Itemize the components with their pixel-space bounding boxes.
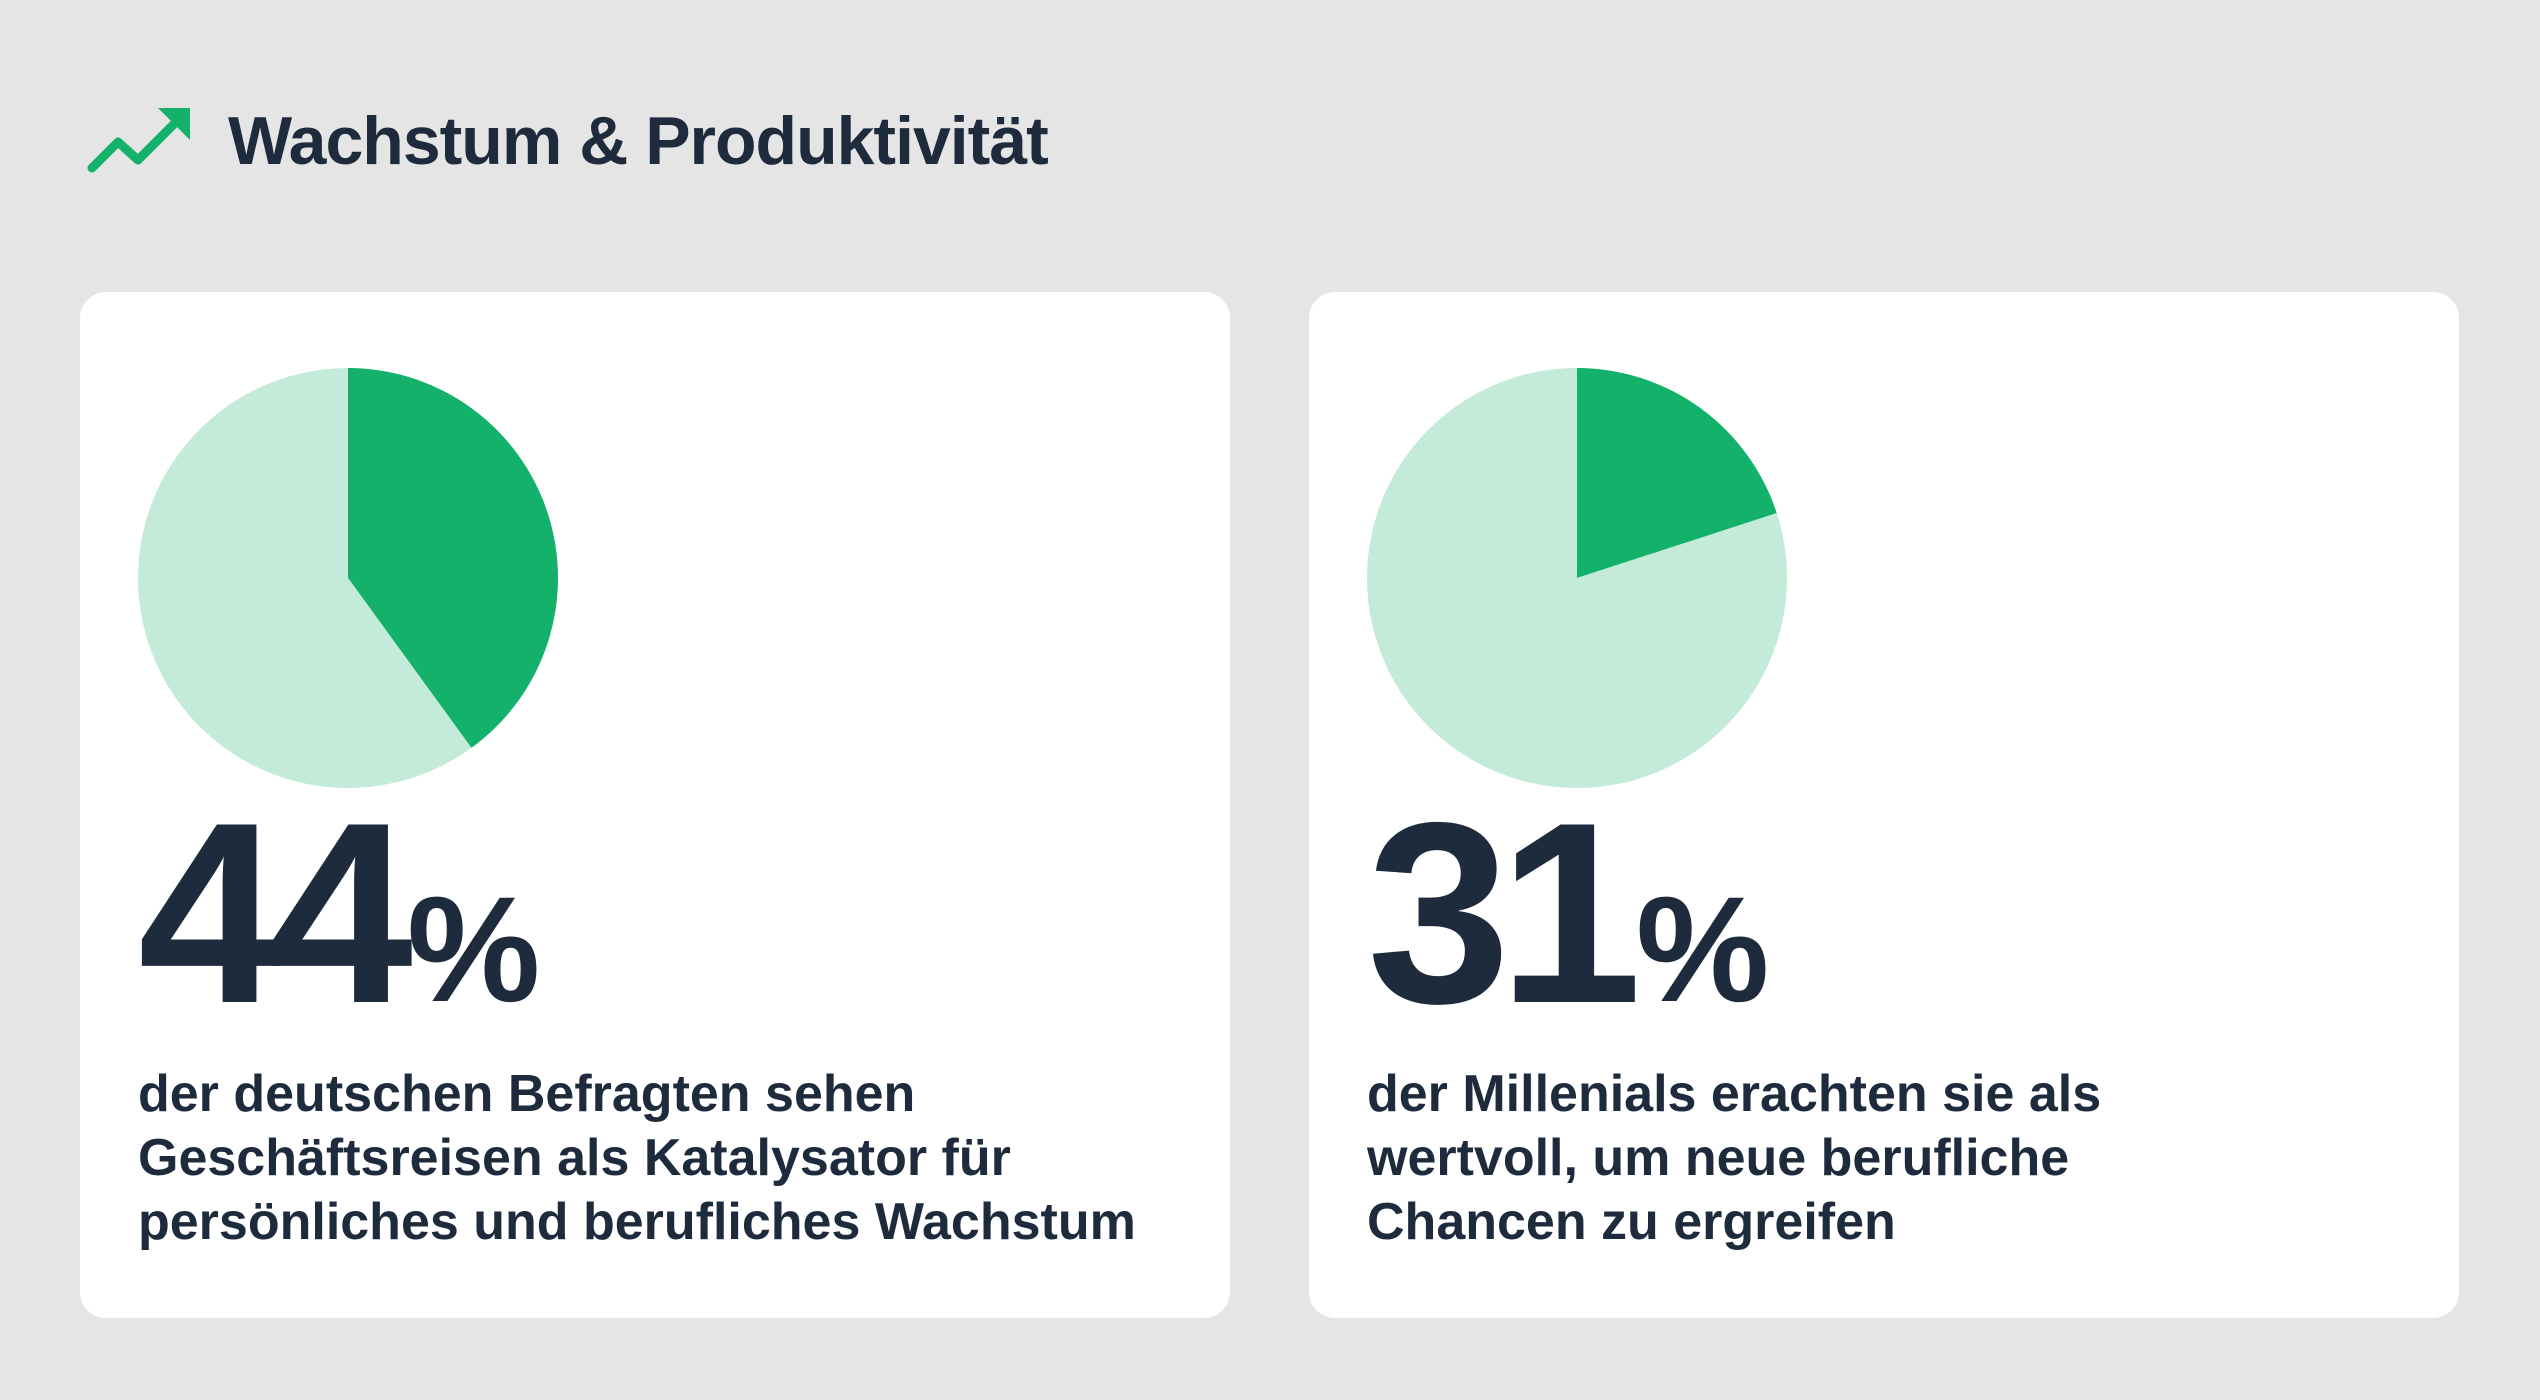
stat-value: 44 [138,768,413,1057]
stat-description-line: Chancen zu ergreifen [1367,1193,1896,1251]
pie-slice-highlight [348,368,558,748]
pie-chart-growth [138,368,558,788]
stat-description: der Millenials erachten sie als wertvoll… [1367,1062,2427,1254]
pie-slice-rest [138,368,472,788]
trending-up-icon [87,108,190,173]
stat-figure: 31 % [1367,784,1770,1042]
section-header: Wachstum & Produktivität [84,96,1049,186]
stat-unit: % [1635,865,1770,1033]
stat-description-line: wertvoll, um neue berufliche [1367,1129,2070,1187]
pie-chart-millenials [1367,368,1787,788]
stat-unit: % [406,865,541,1033]
stat-description-line: Geschäftsreisen als Katalysator für [138,1129,1011,1187]
pie-slice-highlight [1577,368,1777,578]
stat-description-line: der Millenials erachten sie als [1367,1065,2102,1123]
stat-card-growth: 44 % der deutschen Befragten sehen Gesch… [80,292,1230,1318]
pie-slice-rest [1367,368,1787,788]
stat-value: 31 [1367,768,1642,1057]
stat-card-millenials: 31 % der Millenials erachten sie als wer… [1309,292,2459,1318]
stat-description-line: persönliches und berufliches Wachstum [138,1193,1136,1251]
stat-description-line: der deutschen Befragten sehen [138,1065,916,1123]
stat-description: der deutschen Befragten sehen Geschäftsr… [138,1062,1198,1254]
stat-figure: 44 % [138,784,541,1042]
page-title: Wachstum & Produktivität [228,103,1049,179]
